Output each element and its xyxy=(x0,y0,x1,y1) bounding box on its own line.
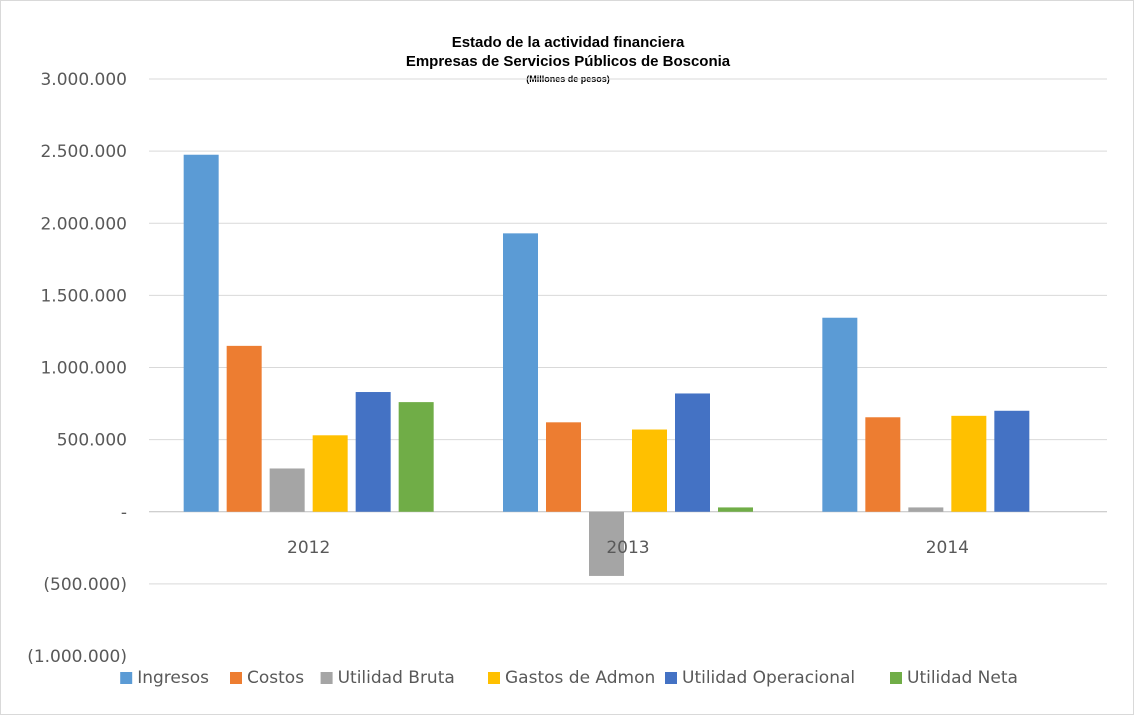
legend-swatch-gastos-de-admon xyxy=(488,672,500,684)
y-tick-label: - xyxy=(121,503,127,523)
legend-label-ingresos: Ingresos xyxy=(137,668,209,688)
bar-utilidad-neta-2012 xyxy=(398,402,434,512)
y-tick-label: 2.000.000 xyxy=(40,214,127,234)
y-tick-label: (1.000.000) xyxy=(27,647,127,667)
legend-swatch-utilidad-neta xyxy=(890,672,902,684)
x-category-label: 2013 xyxy=(606,538,649,558)
y-tick-label: 3.000.000 xyxy=(40,70,127,90)
x-category-label: 2014 xyxy=(926,538,969,558)
bar-ingresos-2014 xyxy=(822,317,858,512)
legend-swatch-costos xyxy=(230,672,242,684)
bar-gastos-de-admon-2013 xyxy=(632,429,667,512)
y-tick-label: 1.000.000 xyxy=(40,359,127,379)
bar-utilidad-bruta-2014 xyxy=(908,507,944,512)
legend-label-utilidad-operacional: Utilidad Operacional xyxy=(682,668,855,688)
x-category-label: 2012 xyxy=(287,538,330,558)
y-tick-label: (500.000) xyxy=(43,575,127,595)
bar-utilidad-neta-2013 xyxy=(718,507,753,512)
bar-utilidad-operacional-2014 xyxy=(994,410,1030,512)
legend-swatch-utilidad-bruta xyxy=(320,672,333,684)
bar-gastos-de-admon-2012 xyxy=(312,435,348,512)
bar-utilidad-operacional-2012 xyxy=(355,392,391,512)
legend-swatch-ingresos xyxy=(120,672,133,684)
bar-utilidad-bruta-2012 xyxy=(269,468,305,512)
legend-label-utilidad-neta: Utilidad Neta xyxy=(907,668,1018,688)
legend-label-utilidad-bruta: Utilidad Bruta xyxy=(338,668,455,688)
y-tick-label: 2.500.000 xyxy=(40,142,127,162)
chart-subtitle: Empresas de Servicios Públicos de Boscon… xyxy=(405,53,731,70)
legend-label-gastos-de-admon: Gastos de Admon xyxy=(505,668,655,688)
legend-swatch-utilidad-operacional xyxy=(665,672,677,684)
bar-utilidad-bruta-2013 xyxy=(589,511,624,576)
bar-utilidad-operacional-2013 xyxy=(675,393,710,512)
y-tick-label: 500.000 xyxy=(57,431,127,451)
bar-gastos-de-admon-2014 xyxy=(951,415,987,512)
chart-title: Estado de la actividad financiera xyxy=(451,34,685,51)
legend-label-costos: Costos xyxy=(247,668,304,688)
bar-costos-2014 xyxy=(865,417,901,512)
y-tick-label: 1.500.000 xyxy=(40,286,127,306)
bar-costos-2012 xyxy=(226,345,262,512)
bar-ingresos-2012 xyxy=(183,154,219,512)
bar-costos-2013 xyxy=(546,422,581,512)
bar-ingresos-2013 xyxy=(503,233,538,512)
